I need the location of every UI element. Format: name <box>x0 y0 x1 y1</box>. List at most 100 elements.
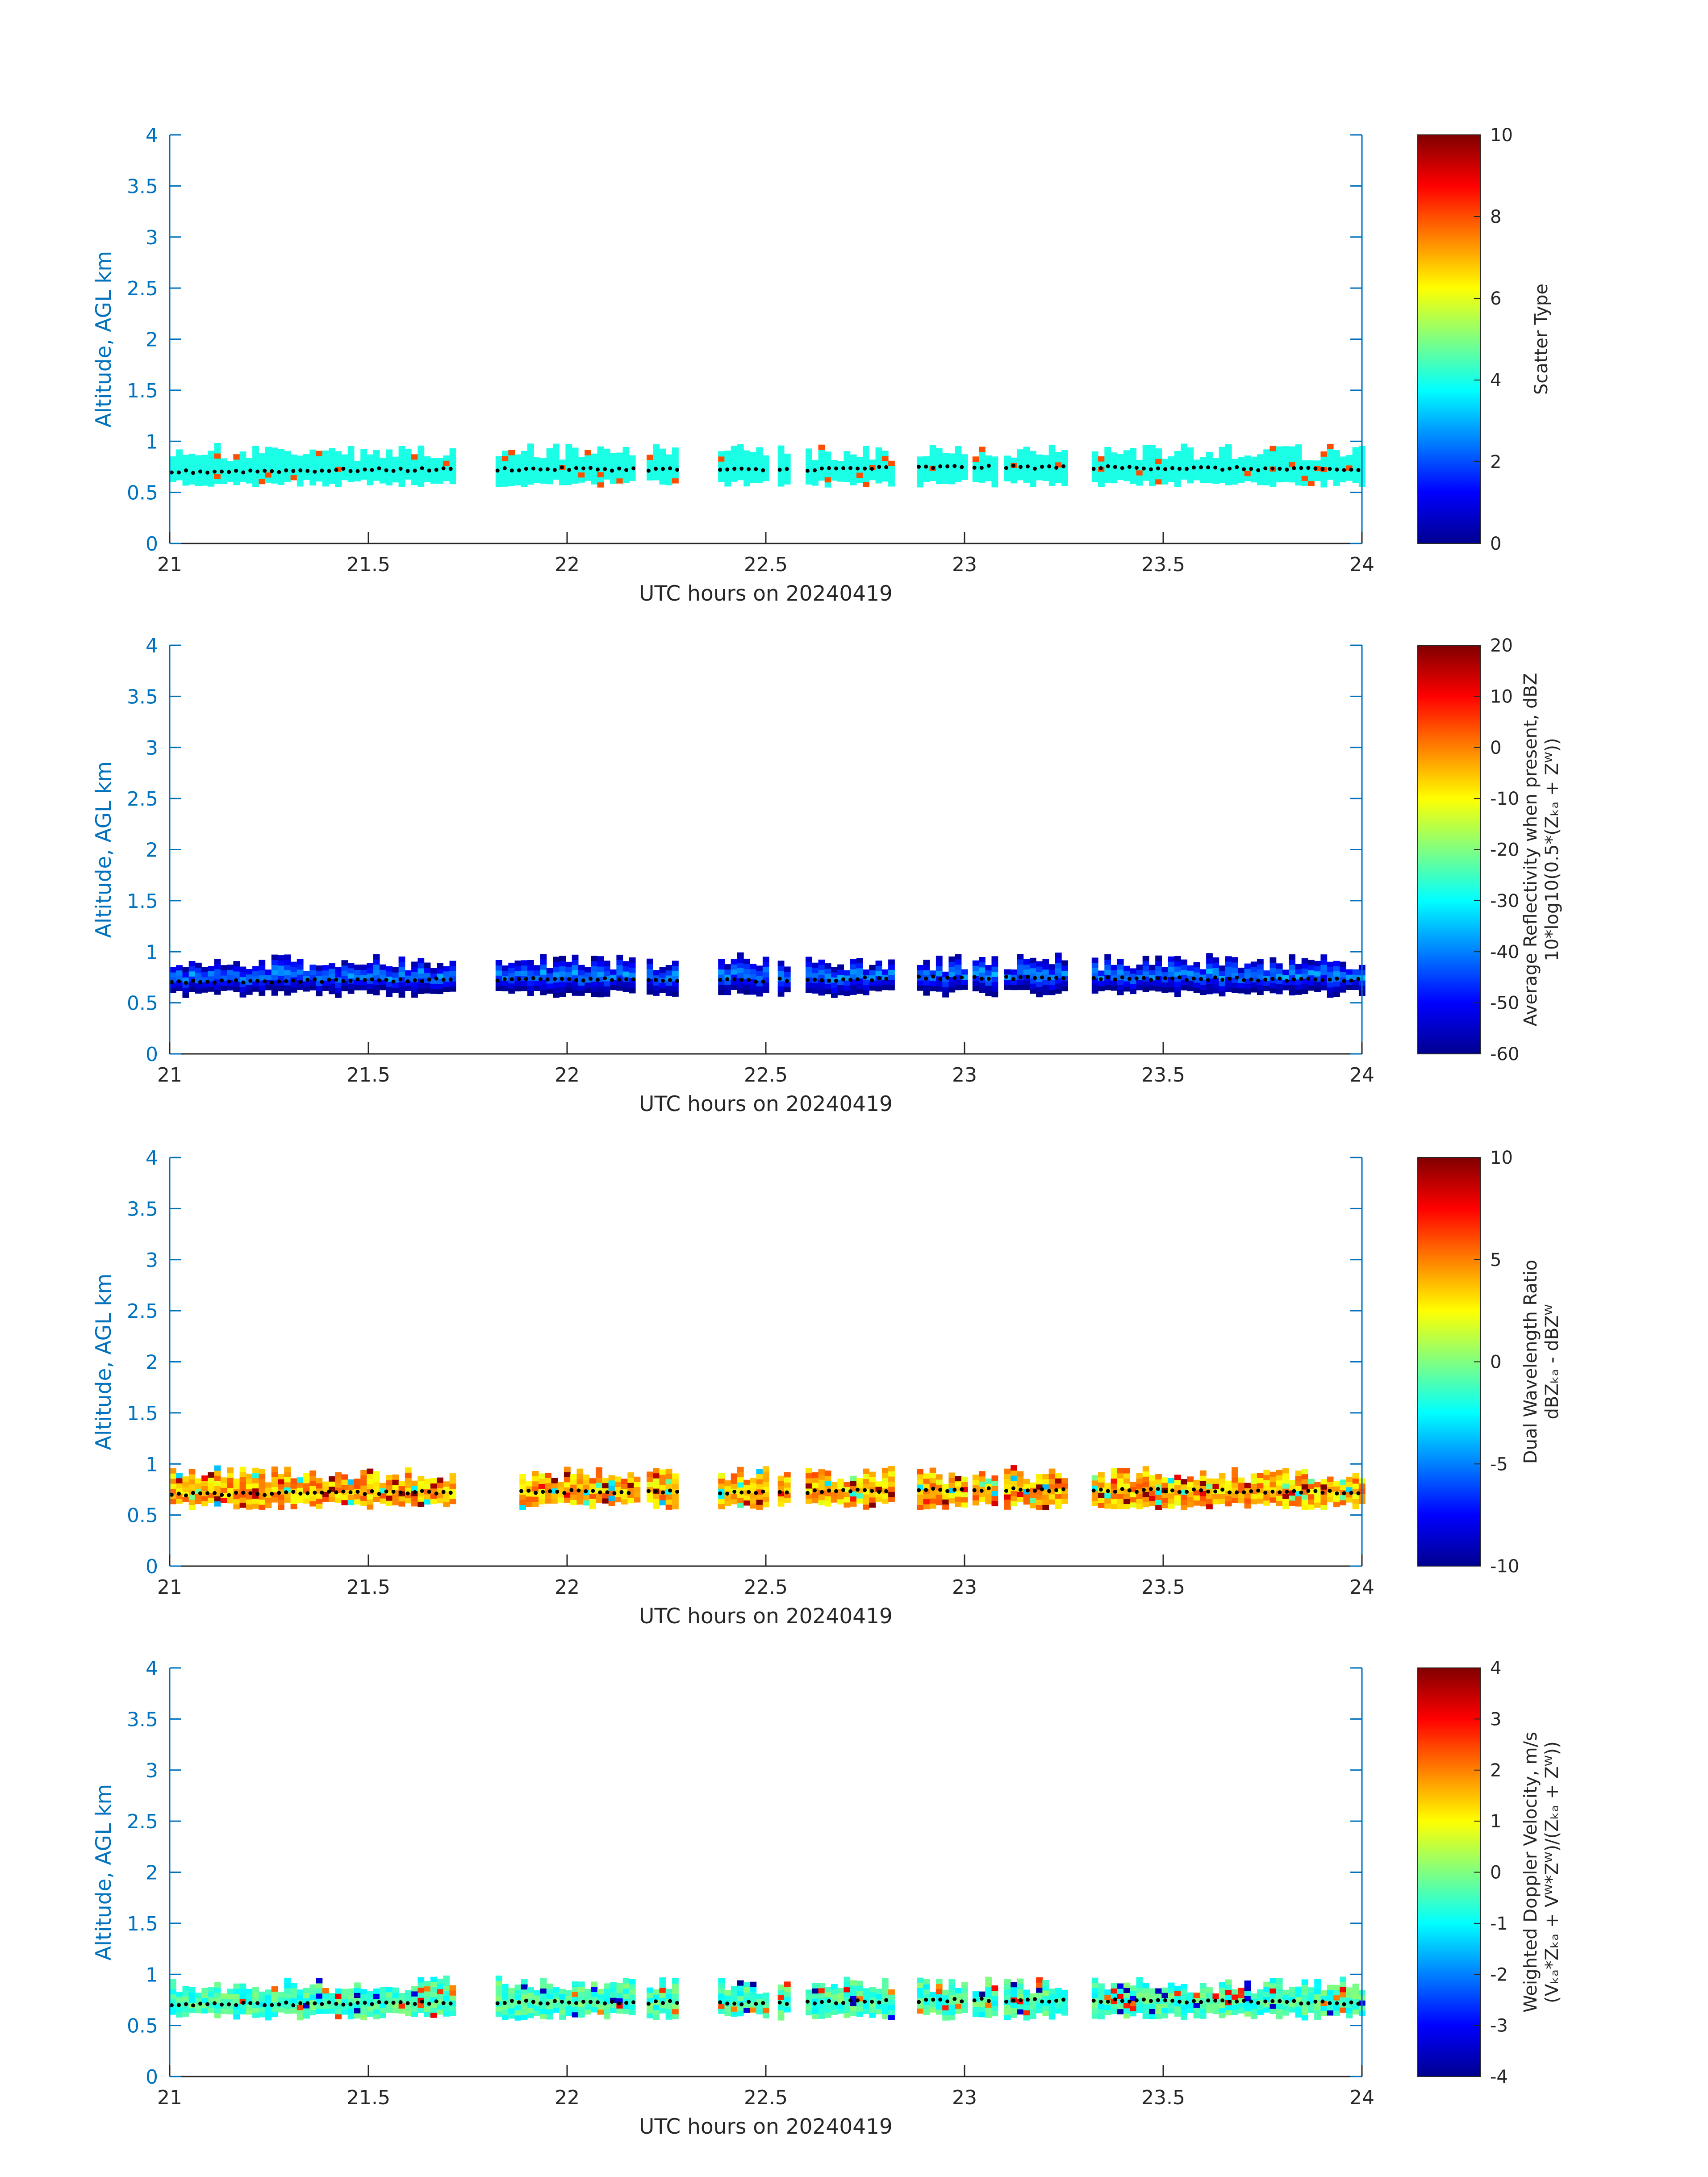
heatmap-cell <box>418 446 424 451</box>
heatmap-cell <box>1042 985 1049 990</box>
cloud-base-dot <box>739 1491 743 1495</box>
heatmap-cell <box>763 1482 769 1487</box>
heatmap-cell <box>559 2014 566 2020</box>
heatmap-cell <box>271 1471 278 1477</box>
heatmap-cell <box>240 1477 246 1482</box>
heatmap-cell <box>233 1989 240 1994</box>
heatmap-cell <box>1061 455 1068 460</box>
heatmap-cell <box>170 456 176 462</box>
heatmap-cell <box>1232 1477 1238 1483</box>
cloud-base-dot <box>1220 1488 1224 1492</box>
heatmap-cell <box>1353 1504 1359 1509</box>
heatmap-cell <box>418 471 424 476</box>
heatmap-cell <box>1333 1486 1340 1492</box>
colorbar-tick-label: 4 <box>1490 1658 1501 1679</box>
cloud-base-dot <box>856 1998 860 2002</box>
heatmap-cell <box>1289 1500 1295 1506</box>
heatmap-cell <box>1257 985 1264 990</box>
cloud-base-dot <box>827 979 831 983</box>
heatmap-cell <box>1011 1471 1017 1476</box>
heatmap-cell <box>936 1984 943 1989</box>
heatmap-cell <box>585 460 591 466</box>
cloud-base-dot <box>584 1489 588 1493</box>
heatmap-cell <box>176 1992 183 1997</box>
heatmap-cell <box>265 462 272 468</box>
heatmap-cell <box>1263 986 1270 991</box>
heatmap-cell <box>496 960 502 965</box>
heatmap-cell <box>1346 455 1353 460</box>
heatmap-cell <box>559 460 566 465</box>
heatmap-cell <box>354 1494 361 1499</box>
heatmap-cell <box>1123 2003 1130 2008</box>
heatmap-cell <box>660 1993 666 1998</box>
heatmap-cell <box>1308 1499 1315 1504</box>
cloud-base-dot <box>370 978 374 982</box>
cloud-base-dot <box>725 1492 729 1496</box>
heatmap-cell <box>521 481 528 487</box>
heatmap-cell <box>227 1498 234 1504</box>
heatmap-cell <box>1282 1494 1289 1499</box>
heatmap-cell <box>502 481 509 487</box>
heatmap-cell <box>806 1989 812 1995</box>
heatmap-cell <box>844 476 850 482</box>
heatmap-cell <box>265 1503 272 1508</box>
heatmap-cell <box>961 1492 968 1497</box>
heatmap-cell <box>450 1479 456 1484</box>
heatmap-cell <box>844 990 850 996</box>
heatmap-cell <box>1030 451 1036 456</box>
heatmap-cell <box>1270 1477 1277 1482</box>
heatmap-cell <box>1004 2010 1011 2015</box>
heatmap-cell <box>597 472 604 477</box>
heatmap-cell <box>386 460 393 465</box>
heatmap-cell <box>985 2007 992 2013</box>
heatmap-cell <box>882 471 889 476</box>
heatmap-cell <box>443 1497 450 1502</box>
heatmap-cell <box>666 2004 672 2010</box>
heatmap-cell <box>354 965 361 970</box>
cloud-base-dot <box>668 466 672 470</box>
heatmap-cell <box>519 1474 526 1479</box>
heatmap-cell <box>1314 971 1321 977</box>
heatmap-cell <box>724 985 731 990</box>
heatmap-cell <box>1212 968 1219 973</box>
heatmap-cell <box>1181 454 1187 459</box>
heatmap-cell <box>1282 1990 1289 1995</box>
heatmap-cell <box>170 1499 176 1504</box>
heatmap-cell <box>850 985 857 990</box>
heatmap-cell <box>201 987 208 993</box>
heatmap-cell <box>195 983 202 989</box>
heatmap-cell <box>303 1498 310 1504</box>
heatmap-cell <box>784 474 791 480</box>
heatmap-cell <box>1314 986 1321 992</box>
heatmap-cell <box>316 476 323 481</box>
heatmap-cell <box>1136 2003 1143 2008</box>
heatmap-cell <box>955 1492 962 1497</box>
heatmap-cell <box>1042 2011 1049 2016</box>
heatmap-cell <box>1333 1990 1340 1995</box>
heatmap-cell <box>424 461 431 467</box>
cloud-base-dot <box>1278 1490 1282 1494</box>
heatmap-cell <box>597 2010 604 2015</box>
heatmap-cell <box>233 1994 240 1999</box>
heatmap-cell <box>585 2004 591 2010</box>
heatmap-cell <box>1340 1500 1346 1505</box>
heatmap-cell <box>784 1992 791 1997</box>
cloud-base-dot <box>1092 1999 1096 2003</box>
heatmap-cell <box>540 969 547 975</box>
heatmap-cell <box>1346 2013 1353 2018</box>
heatmap-cell <box>784 1498 791 1503</box>
heatmap-cell <box>718 1993 725 1999</box>
heatmap-cell <box>1123 1983 1130 1988</box>
y-tick-label: 3.5 <box>127 1708 158 1731</box>
heatmap-cell <box>309 1989 316 1995</box>
cloud-base-dot <box>661 1491 665 1495</box>
heatmap-cell <box>1004 969 1011 975</box>
heatmap-cell <box>1042 476 1049 481</box>
heatmap-cell <box>221 1498 227 1503</box>
heatmap-cell <box>418 974 424 979</box>
heatmap-cell <box>973 961 979 966</box>
cloud-base-dot <box>1235 2000 1239 2004</box>
heatmap-cell <box>1174 481 1181 487</box>
heatmap-cell <box>585 476 591 481</box>
heatmap-cell <box>1049 1484 1056 1489</box>
